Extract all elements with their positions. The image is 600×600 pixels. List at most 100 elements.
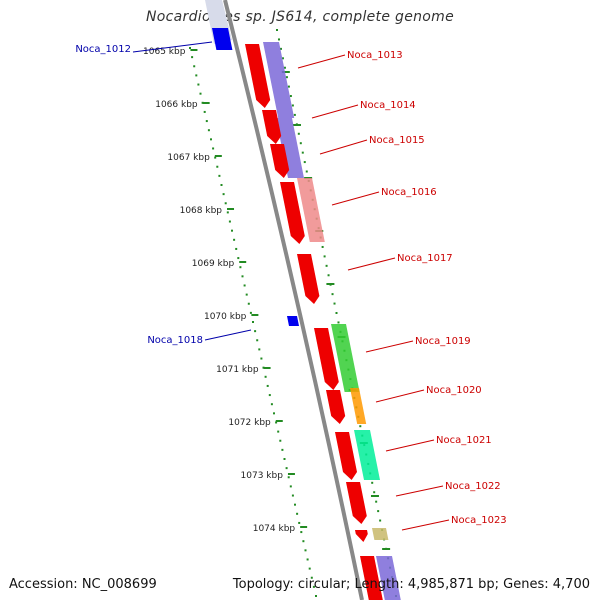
topology-summary: Topology: circular; Length: 4,985,871 bp… — [232, 577, 590, 592]
scale-tick-label: 1068 kbp — [180, 206, 223, 216]
scale-rail-outer — [327, 274, 330, 277]
gene-label-noca_1021[interactable]: Noca_1021 — [436, 435, 492, 446]
cog-bar-noca_1013[interactable] — [376, 556, 401, 600]
gene-arrow-noca_1020[interactable] — [326, 390, 346, 424]
scale-rail-inner — [235, 247, 238, 250]
gene-arrow-noca_1013[interactable] — [360, 556, 383, 600]
leader-line — [319, 139, 368, 155]
scale-rail-inner — [268, 394, 271, 397]
scale-rail-inner — [277, 430, 280, 433]
scale-rail-inner — [193, 65, 196, 68]
scale-rail-inner — [291, 494, 294, 497]
scale-rail-inner — [300, 531, 303, 534]
gene-arrow-noca_1016[interactable] — [280, 182, 305, 244]
scale-rail-inner — [275, 421, 278, 424]
cog-bar-noca_1014[interactable] — [276, 118, 304, 178]
scale-rail-inner — [294, 503, 296, 506]
scale-rail-outer — [379, 519, 382, 522]
gene-label-noca_1022[interactable]: Noca_1022 — [445, 481, 501, 492]
scale-rail-outer — [297, 132, 300, 135]
gene-label-noca_1016[interactable]: Noca_1016 — [381, 187, 437, 198]
scale-rail-inner — [304, 549, 307, 552]
scale-rail-inner — [298, 521, 301, 524]
cog-bar-noca_1013[interactable] — [263, 42, 295, 118]
cog-bar-noca_1019[interactable] — [331, 324, 360, 392]
scale-rail-inner — [222, 193, 225, 196]
scale-rail-outer — [285, 76, 288, 79]
gene-arrow-noca_1018[interactable] — [287, 316, 299, 326]
scale-rail-inner — [256, 339, 259, 342]
cog-bar-noca_1021[interactable] — [354, 430, 380, 480]
gene-label-noca_1015[interactable]: Noca_1015 — [369, 135, 425, 146]
scale-rail-inner — [199, 92, 202, 95]
scale-rail-outer — [375, 500, 378, 503]
scale-rail-inner — [237, 257, 240, 260]
scale-rail-inner — [220, 184, 223, 186]
gene-arrow-noca_1013[interactable] — [245, 44, 271, 108]
leader-line — [401, 519, 450, 531]
scale-rail-inner — [258, 348, 261, 351]
scale-rail-outer — [371, 481, 374, 484]
scale-rail-outer — [293, 113, 296, 116]
scale-rail-inner — [270, 403, 273, 406]
gene-arrow-noca_1019[interactable] — [314, 328, 339, 390]
scale-rail-inner — [218, 174, 221, 177]
scale-rail-inner — [205, 120, 208, 123]
cog-bar-noca_1016[interactable] — [297, 178, 325, 242]
gene-label-noca_1023[interactable]: Noca_1023 — [451, 515, 507, 526]
scale-rail-outer — [276, 29, 278, 31]
scale-rail-outer — [373, 491, 376, 494]
scale-rail-outer — [323, 255, 326, 258]
cog-bar-noca_1020[interactable] — [350, 388, 367, 424]
scale-rail-inner — [254, 330, 257, 333]
scale-rail-outer — [325, 264, 328, 267]
scale-rail-inner — [207, 129, 210, 132]
scale-rail-outer — [289, 95, 292, 98]
scale-rail-inner — [264, 375, 267, 378]
accession-label: Accession: NC_008699 — [9, 577, 157, 592]
gene-label-noca_1017[interactable]: Noca_1017 — [397, 253, 453, 264]
scale-rail-outer — [301, 151, 304, 154]
scale-rail-inner — [210, 138, 212, 141]
gene-arrow-noca_1022[interactable] — [346, 482, 367, 524]
scale-rail-inner — [243, 284, 246, 287]
scale-rail-inner — [241, 275, 244, 278]
scale-rail-outer — [303, 161, 306, 164]
scale-rail-inner — [289, 485, 292, 488]
scale-tick-label: 1074 kbp — [253, 524, 296, 534]
gene-label-noca_1019[interactable]: Noca_1019 — [415, 336, 471, 347]
gene-arrow-noca_1023[interactable] — [355, 530, 368, 542]
scale-tick-label: 1071 kbp — [216, 365, 259, 375]
gene-arrow-noca_1017[interactable] — [297, 254, 320, 304]
scale-rail-outer — [359, 425, 362, 428]
scale-rail-inner — [233, 238, 236, 241]
scale-rail-inner — [302, 540, 305, 543]
genome-backbone — [223, 0, 364, 600]
leader-line — [132, 41, 213, 53]
scale-rail-inner — [214, 156, 217, 159]
gene-label-noca_1018[interactable]: Noca_1018 — [147, 335, 203, 346]
cog-bar-noca_1023[interactable] — [372, 528, 389, 540]
gene-label-noca_1013[interactable]: Noca_1013 — [347, 50, 403, 61]
scale-rail-inner — [296, 512, 299, 515]
gene-arrow-noca_1012[interactable] — [212, 28, 233, 50]
gene-label-noca_1014[interactable]: Noca_1014 — [360, 100, 416, 111]
scale-rail-inner — [216, 165, 219, 168]
scale-rail-inner — [212, 147, 215, 150]
gene-arrow-noca_1015[interactable] — [270, 144, 290, 178]
scale-tick-label: 1069 kbp — [192, 259, 235, 269]
scale-rail-inner — [273, 412, 275, 415]
gene-arrow-noca_1021[interactable] — [335, 432, 357, 480]
scale-rail-outer — [291, 104, 294, 107]
scale-rail-inner — [281, 448, 284, 451]
leader-line — [311, 104, 359, 119]
leader-line — [385, 439, 435, 452]
gene-label-noca_1020[interactable]: Noca_1020 — [426, 385, 482, 396]
scale-rail-inner — [285, 467, 288, 470]
gene-label-noca_1012[interactable]: Noca_1012 — [75, 44, 131, 55]
gene-arrow-noca_1014[interactable] — [262, 110, 282, 144]
scale-rail-outer — [283, 66, 286, 69]
scale-rail-inner — [249, 311, 252, 314]
scale-rail-inner — [260, 357, 263, 360]
